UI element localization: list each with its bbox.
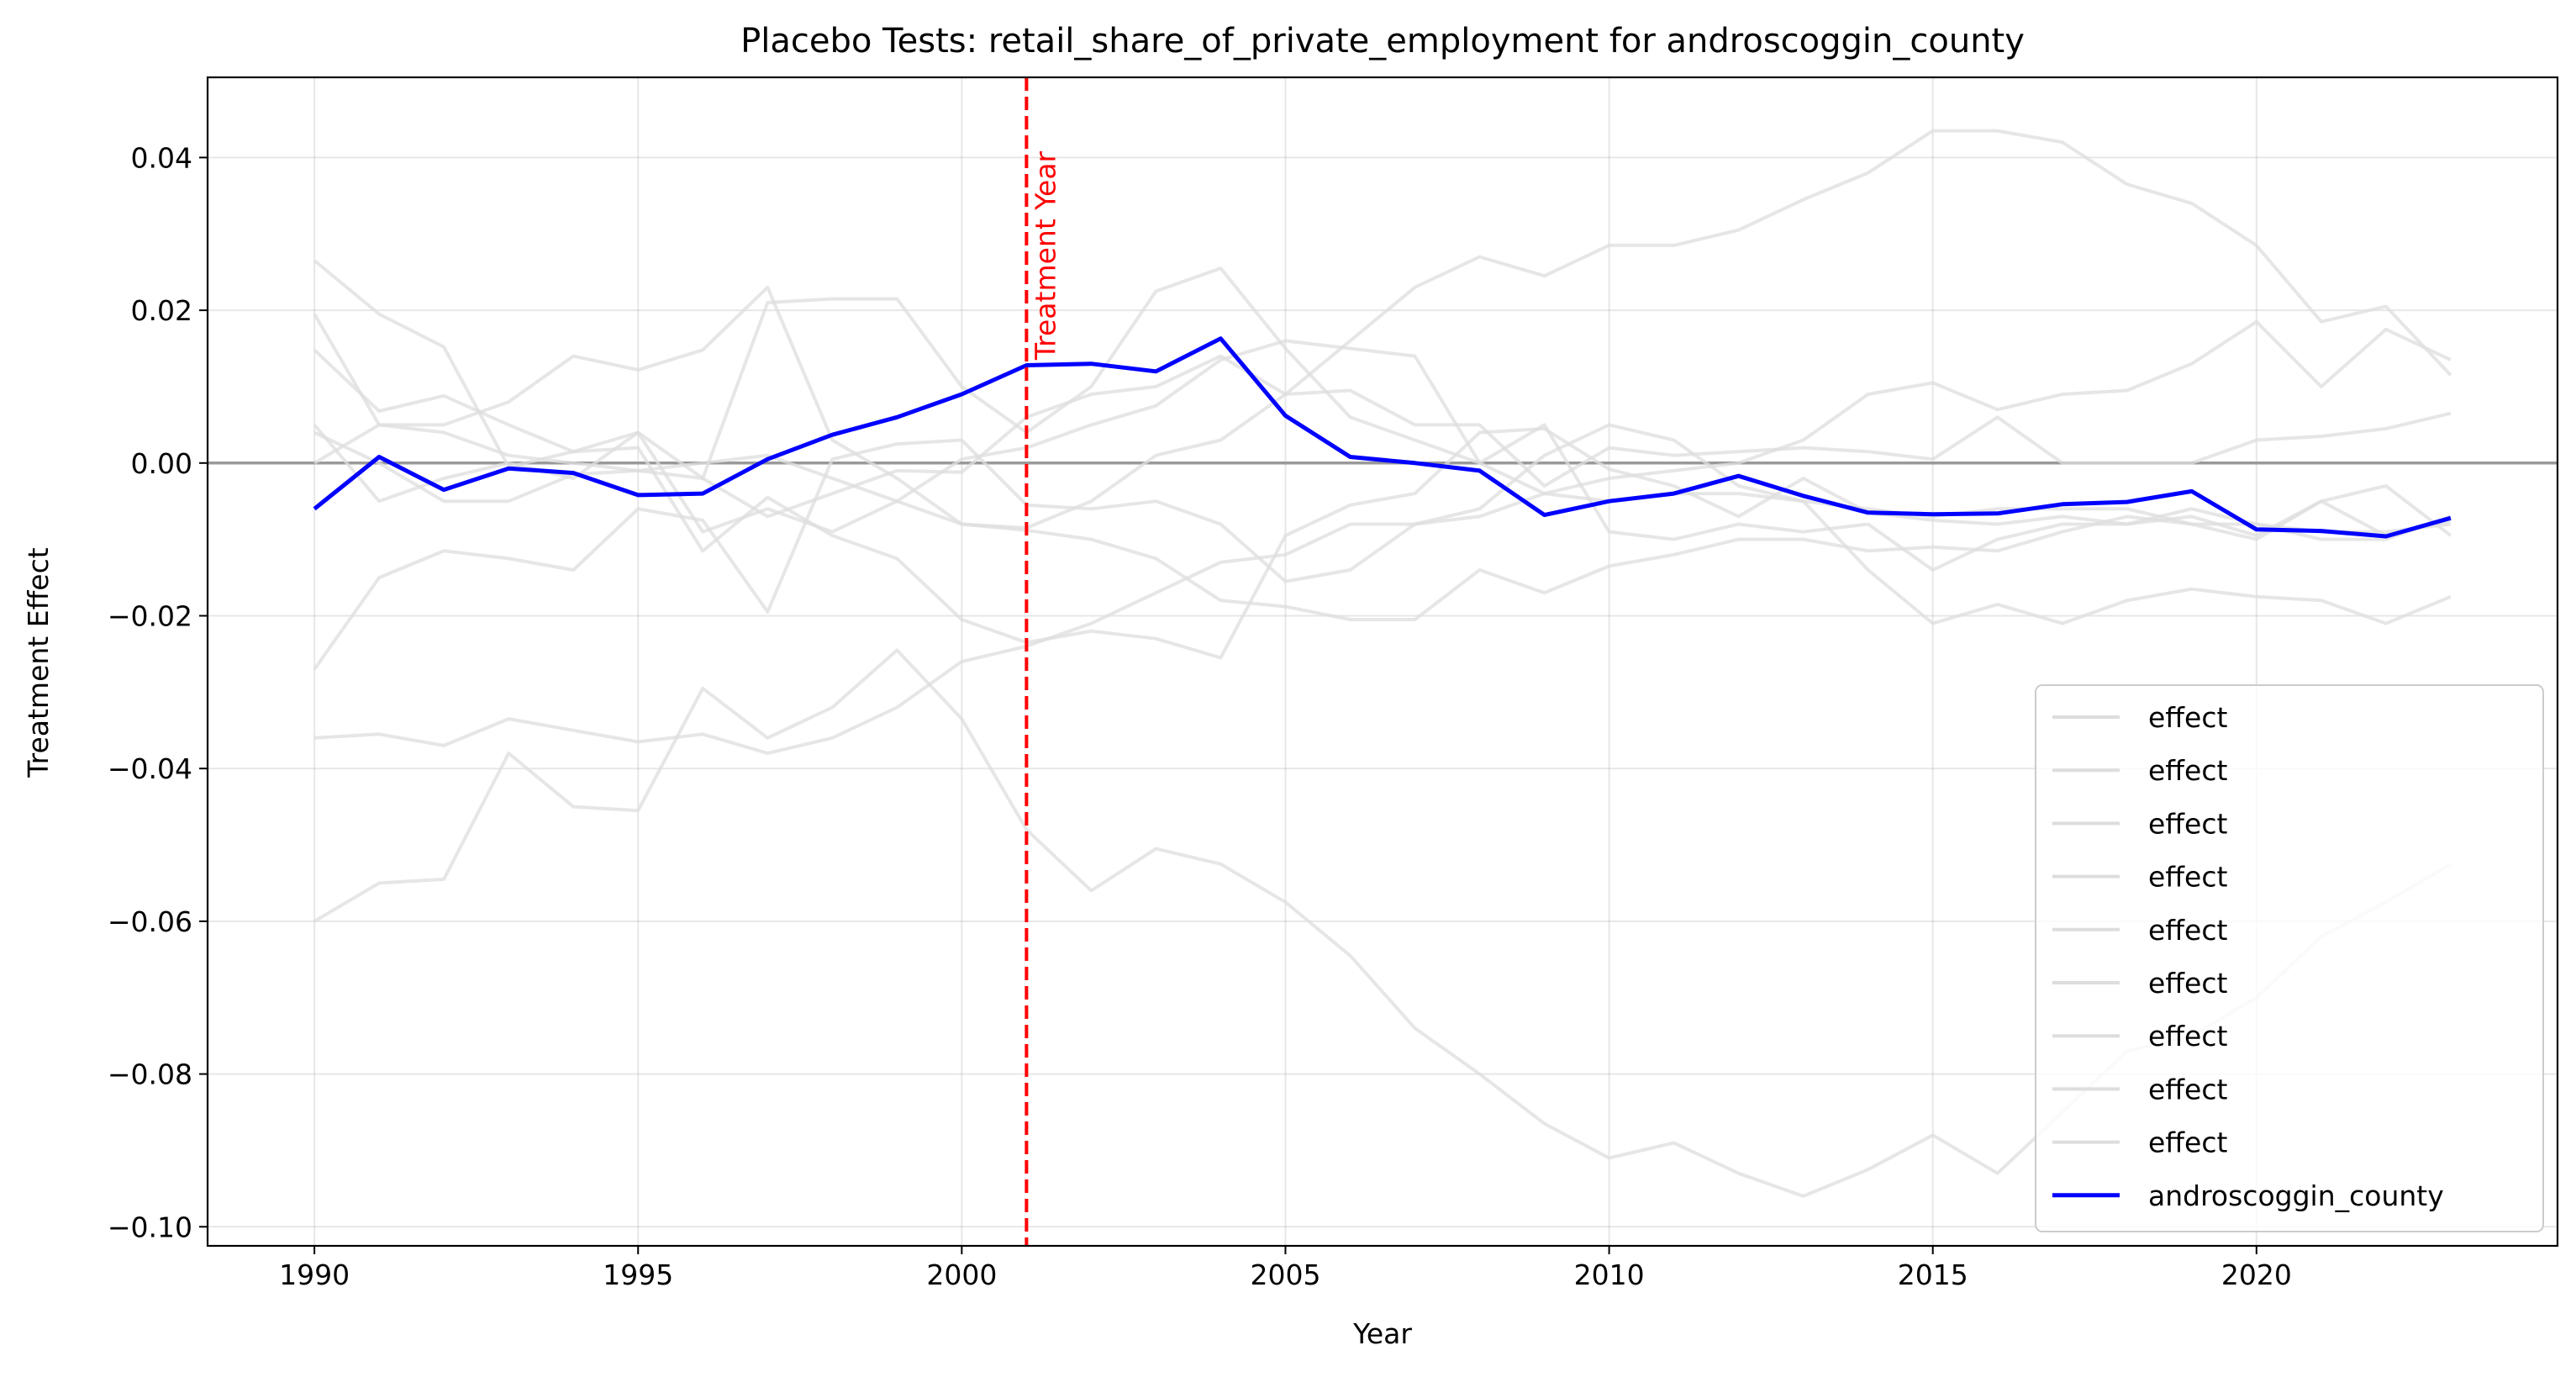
legend-label: effect — [2148, 967, 2227, 1000]
y-tick-label: −0.08 — [108, 1058, 192, 1091]
series-line-effect-8 — [313, 129, 2452, 530]
axes-frame — [206, 76, 2559, 1248]
x-axis-label: Year — [1352, 1317, 1412, 1350]
y-tick-label: −0.10 — [108, 1211, 192, 1243]
treatment-year-label: Treatment Year — [1029, 150, 1061, 361]
series-line-effect-9 — [313, 266, 2452, 504]
series-line-effect-5 — [313, 423, 2452, 671]
series-lines — [313, 129, 2452, 1198]
legend-label: effect — [2148, 1020, 2227, 1053]
x-tick-label: 2010 — [1574, 1258, 1645, 1291]
legend-box — [2035, 684, 2544, 1232]
x-ticks: 1990 1995 2000 2005 2010 2015 2020 — [279, 1246, 2292, 1291]
y-tick-label: 0.04 — [131, 141, 192, 174]
legend-label: effect — [2148, 861, 2227, 894]
legend-label: effect — [2148, 754, 2227, 787]
x-tick-label: 1990 — [279, 1258, 350, 1291]
legend-label: effect — [2148, 807, 2227, 840]
legend-label: androscoggin_county — [2148, 1179, 2444, 1212]
y-tick-label: −0.06 — [108, 905, 192, 938]
y-ticks: −0.10 −0.08 −0.06 −0.04 −0.02 0.00 0.02 0.04 — [108, 141, 208, 1243]
series-line-androscoggin-county — [313, 336, 2452, 539]
chart-title: Placebo Tests: retail_share_of_private_e… — [740, 22, 2025, 61]
y-tick-label: −0.02 — [108, 599, 192, 632]
legend-label: effect — [2148, 914, 2227, 947]
x-tick-label: 2005 — [1250, 1258, 1320, 1291]
y-axis-label: Treatment Effect — [22, 547, 55, 778]
series-line-effect-3 — [313, 348, 2452, 660]
y-tick-label: −0.04 — [108, 752, 192, 785]
y-tick-label: 0.02 — [131, 294, 192, 327]
series-line-effect-4 — [313, 339, 2452, 572]
x-tick-label: 2015 — [1898, 1258, 1968, 1291]
legend: effect effect effect effect effect effect effe… — [2035, 684, 2544, 1232]
x-tick-label: 2000 — [926, 1258, 997, 1291]
x-tick-label: 1995 — [603, 1258, 673, 1291]
series-line-effect-1 — [313, 259, 2452, 519]
series-line-effect-6 — [313, 492, 2452, 755]
treatment-marker: Treatment Year — [1025, 77, 1061, 1246]
x-tick-label: 2020 — [2221, 1258, 2292, 1291]
legend-label: effect — [2148, 1073, 2227, 1105]
legend-label: effect — [2148, 1126, 2227, 1159]
legend-label: effect — [2148, 701, 2227, 734]
y-tick-label: 0.00 — [131, 447, 192, 480]
